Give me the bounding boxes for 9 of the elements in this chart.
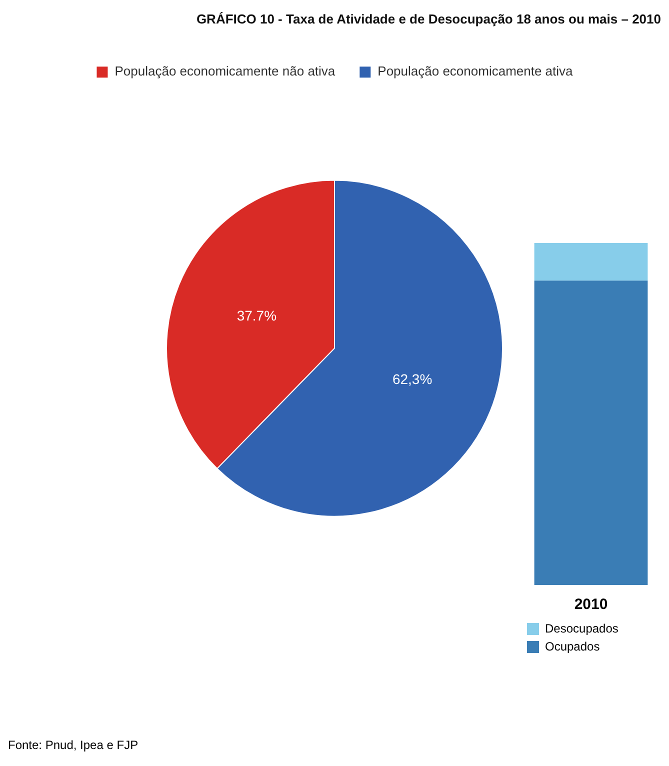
x-tick-label: 2010 <box>574 596 608 614</box>
legend-label: População economicamente ativa <box>378 64 574 79</box>
chart-title: GRÁFICO 10 - Taxa de Atividade e de Desocupação 18 anos ou mais – 2010 <box>196 11 661 26</box>
legend-label: Ocupados <box>545 639 600 654</box>
data-label: 37.7% <box>236 308 277 324</box>
source-note: Fonte: Pnud, Ipea e FJP <box>8 738 138 752</box>
legend-label: Desocupados <box>545 621 618 636</box>
legend-label: População economicamente não ativa <box>114 64 336 79</box>
data-label: 62,3% <box>392 370 432 387</box>
